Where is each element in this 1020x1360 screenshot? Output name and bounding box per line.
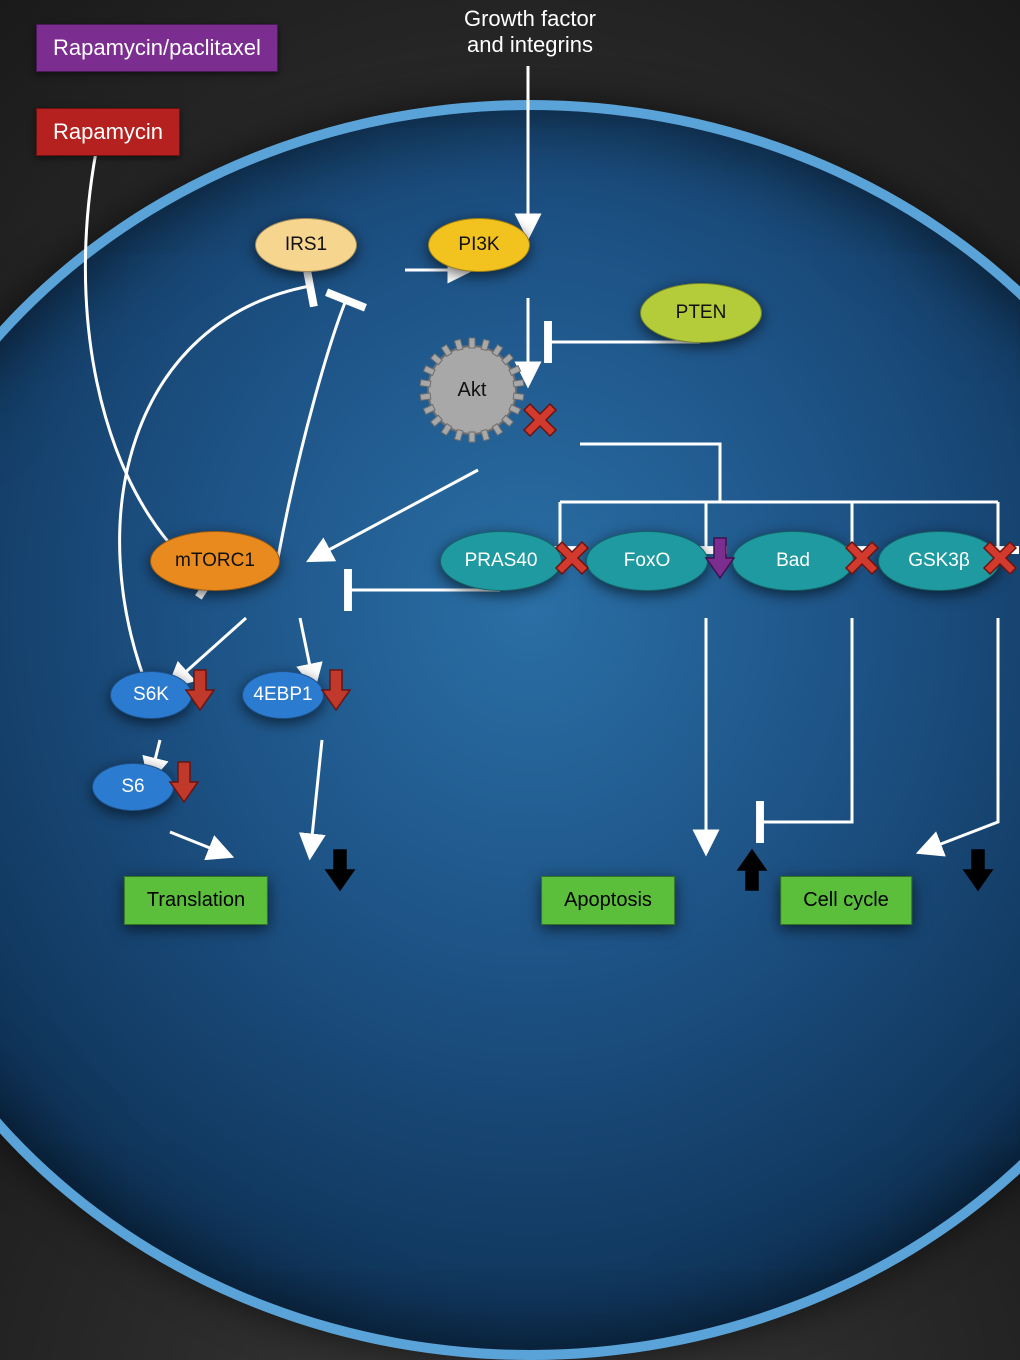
node-pten: PTEN (640, 283, 762, 343)
node-pras40: PRAS40 (440, 531, 562, 591)
growth-factor-label: Growth factor and integrins (430, 6, 630, 59)
node-gsk3b-label: GSK3β (908, 550, 970, 572)
node-pi3k: PI3K (428, 218, 530, 272)
outcome-cellcycle-label: Cell cycle (803, 889, 889, 911)
node-irs1: IRS1 (255, 218, 357, 272)
drug-rapamycin: Rapamycin (36, 108, 180, 156)
outcome-apoptosis-label: Apoptosis (564, 889, 652, 911)
diagram-stage: Growth factor and integrins Rapamycin/pa… (0, 0, 1020, 950)
outcome-cellcycle: Cell cycle (780, 876, 912, 925)
node-foxo: FoxO (586, 531, 708, 591)
node-foxo-label: FoxO (624, 550, 670, 572)
node-pi3k-label: PI3K (458, 234, 499, 256)
node-s6: S6 (92, 763, 174, 811)
node-gsk3b: GSK3β (878, 531, 1000, 591)
node-mtorc1-label: mTORC1 (175, 550, 255, 572)
drug-rapamycin-paclitaxel: Rapamycin/paclitaxel (36, 24, 278, 72)
node-4ebp1-label: 4EBP1 (253, 684, 312, 706)
node-s6k-label: S6K (133, 684, 169, 706)
cell-membrane (0, 100, 1020, 1360)
node-akt-label: Akt (458, 379, 487, 402)
node-irs1-label: IRS1 (285, 234, 327, 256)
node-akt: Akt (418, 336, 526, 444)
outcome-apoptosis: Apoptosis (541, 876, 675, 925)
node-s6k: S6K (110, 671, 192, 719)
node-4ebp1: 4EBP1 (242, 671, 324, 719)
node-pras40-label: PRAS40 (465, 550, 538, 572)
outcome-translation-label: Translation (147, 889, 245, 911)
node-pten-label: PTEN (676, 302, 727, 324)
outcome-translation: Translation (124, 876, 268, 925)
node-mtorc1: mTORC1 (150, 531, 280, 591)
node-bad: Bad (732, 531, 854, 591)
node-bad-label: Bad (776, 550, 810, 572)
node-s6-label: S6 (121, 776, 144, 798)
